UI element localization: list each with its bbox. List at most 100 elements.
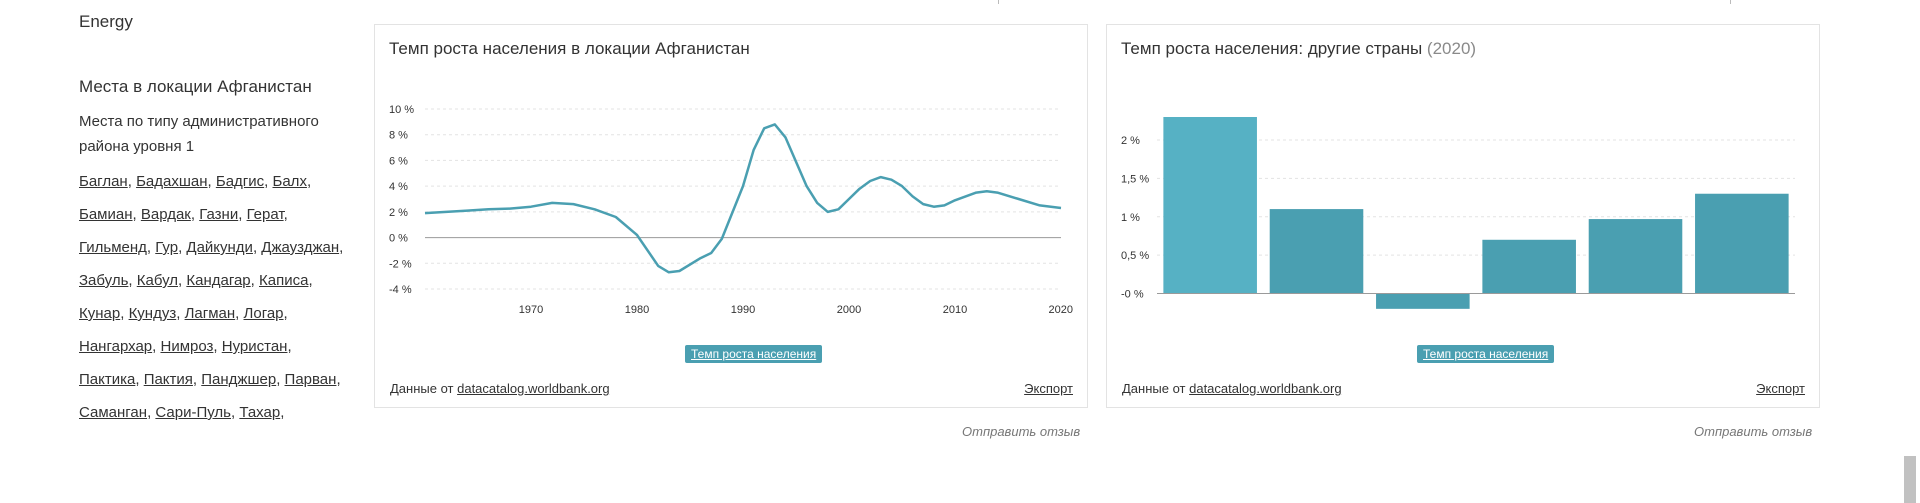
top-edge-mark <box>992 0 999 4</box>
sidebar-place-links: Баглан, Бадахшан, Бадгис, Балх, Бамиан, … <box>79 165 349 429</box>
sidebar-place-link[interactable]: Забуль <box>79 272 129 289</box>
link-separator: , <box>283 206 288 223</box>
y-tick-label: 2 % <box>389 207 408 219</box>
sidebar-place-link[interactable]: Газни <box>199 206 239 223</box>
link-separator: , <box>306 173 312 190</box>
link-separator: , <box>135 371 144 388</box>
link-separator: , <box>146 239 156 256</box>
sidebar-place-link[interactable]: Нимроз <box>160 338 214 355</box>
link-separator: , <box>178 272 187 289</box>
bar <box>1588 219 1683 294</box>
bar <box>1695 193 1789 294</box>
link-separator: , <box>127 173 137 190</box>
sidebar-place-link[interactable]: Логар <box>243 305 284 322</box>
bar-chart-export-link[interactable]: Экспорт <box>1756 381 1805 396</box>
sidebar-place-link[interactable]: Нуристан <box>221 338 288 355</box>
link-separator: , <box>252 239 262 256</box>
y-tick-label: -0 % <box>1121 288 1144 300</box>
sidebar-place-link[interactable]: Кабул <box>136 272 179 289</box>
line-chart-source: Данные от datacatalog.worldbank.org <box>390 381 610 396</box>
link-separator: , <box>280 404 285 421</box>
sidebar-place-link[interactable]: Джаузджан <box>261 239 340 256</box>
sidebar-place-link[interactable]: Парван <box>284 371 337 388</box>
sidebar-place-link[interactable]: Панджшер <box>201 371 277 388</box>
source-link[interactable]: datacatalog.worldbank.org <box>457 381 610 396</box>
sidebar-place-link[interactable]: Герат <box>246 206 284 223</box>
y-tick-label: 8 % <box>389 130 408 142</box>
sidebar-place-link[interactable]: Пактика <box>79 371 136 388</box>
y-tick-label: 1 % <box>1121 212 1140 224</box>
sidebar-place-link[interactable]: Бамиан <box>79 206 133 223</box>
sidebar-place-link[interactable]: Баглан <box>79 173 128 190</box>
line-chart-metric-button[interactable]: Темп роста населения <box>685 345 823 363</box>
sidebar-place-link[interactable]: Нангархар <box>79 338 153 355</box>
line-chart-card: Темп роста населения в локации Афганиста… <box>374 24 1088 408</box>
y-tick-label: 2 % <box>1121 135 1140 147</box>
top-edge-mark <box>1724 0 1731 4</box>
sidebar-place-link[interactable]: Кундуз <box>128 305 177 322</box>
sidebar-place-link[interactable]: Гур <box>155 239 179 256</box>
source-link[interactable]: datacatalog.worldbank.org <box>1189 381 1342 396</box>
x-tick-label: 1990 <box>731 304 755 316</box>
bar-chart-feedback-link[interactable]: Отправить отзыв <box>1694 424 1813 439</box>
link-separator: , <box>190 206 200 223</box>
sidebar-place-link[interactable]: Саманган <box>79 404 148 421</box>
sidebar-place-link[interactable]: Кунар <box>79 305 121 322</box>
bar-chart: -0 %0,5 %1 %1,5 %2 %АфганистанКанадаРосс… <box>1121 117 1795 309</box>
x-tick-label: 2020 <box>1049 304 1073 316</box>
link-separator: , <box>231 404 240 421</box>
sidebar-place-link[interactable]: Каписа <box>259 272 309 289</box>
y-tick-label: 4 % <box>389 181 408 193</box>
scrollbar-thumb[interactable] <box>1904 456 1916 503</box>
x-tick-label: 1970 <box>519 304 543 316</box>
source-prefix: Данные от <box>1122 381 1186 396</box>
sidebar-place-link[interactable]: Гильменд <box>79 239 147 256</box>
bar-chart-year: (2020) <box>1426 39 1477 58</box>
sidebar-place-link[interactable]: Лагман <box>184 305 236 322</box>
link-separator: , <box>120 305 129 322</box>
sidebar-energy-heading: Energy <box>79 12 133 31</box>
sidebar-place-link[interactable]: Бадахшан <box>136 173 208 190</box>
x-tick-label: 2010 <box>943 304 967 316</box>
bar-chart-title-text: Темп роста населения: другие страны <box>1121 39 1423 58</box>
sidebar: Energy Места в локации Афганистан Места … <box>79 10 349 429</box>
link-separator: , <box>235 305 244 322</box>
link-separator: , <box>192 371 202 388</box>
y-tick-label: 0 % <box>389 233 408 245</box>
bar <box>1163 117 1257 294</box>
link-separator: , <box>213 338 222 355</box>
source-prefix: Данные от <box>390 381 454 396</box>
bar-chart-title: Темп роста населения: другие страны (202… <box>1121 39 1476 59</box>
sidebar-place-link[interactable]: Балх <box>272 173 307 190</box>
sidebar-place-link[interactable]: Сари-Пуль <box>155 404 231 421</box>
sidebar-place-link[interactable]: Кандагар <box>186 272 251 289</box>
link-separator: , <box>132 206 141 223</box>
link-separator: , <box>308 272 313 289</box>
bar-chart-card: Темп роста населения: другие страны (202… <box>1106 24 1820 408</box>
link-separator: , <box>287 338 292 355</box>
link-separator: , <box>178 239 187 256</box>
bar <box>1482 239 1576 294</box>
series-line <box>424 123 1062 274</box>
sidebar-place-link[interactable]: Пактия <box>143 371 193 388</box>
link-separator: , <box>276 371 285 388</box>
link-separator: , <box>207 173 216 190</box>
link-separator: , <box>283 305 288 322</box>
y-tick-label: 1,5 % <box>1121 173 1149 185</box>
line-chart-feedback-link[interactable]: Отправить отзыв <box>962 424 1081 439</box>
x-tick-label: 2000 <box>837 304 861 316</box>
line-chart: -4 % -2 % 0 % 2 % 4 % 6 % 8 % 10 % 1970 1980 1990 2… <box>389 104 1073 316</box>
bar-chart-metric-button[interactable]: Темп роста населения <box>1417 345 1555 363</box>
link-separator: , <box>152 338 161 355</box>
sidebar-place-link[interactable]: Бадгис <box>215 173 265 190</box>
sidebar-place-link[interactable]: Дайкунди <box>186 239 253 256</box>
line-chart-export-link[interactable]: Экспорт <box>1024 381 1073 396</box>
sidebar-subtitle: Места по типу административного района у… <box>79 113 319 155</box>
link-separator: , <box>264 173 273 190</box>
link-separator: , <box>176 305 185 322</box>
bar <box>1376 293 1470 309</box>
sidebar-place-link[interactable]: Вардак <box>140 206 191 223</box>
y-tick-label: -2 % <box>389 258 412 270</box>
sidebar-places-title: Места в локации Афганистан <box>79 77 312 96</box>
sidebar-place-link[interactable]: Тахар <box>239 404 281 421</box>
